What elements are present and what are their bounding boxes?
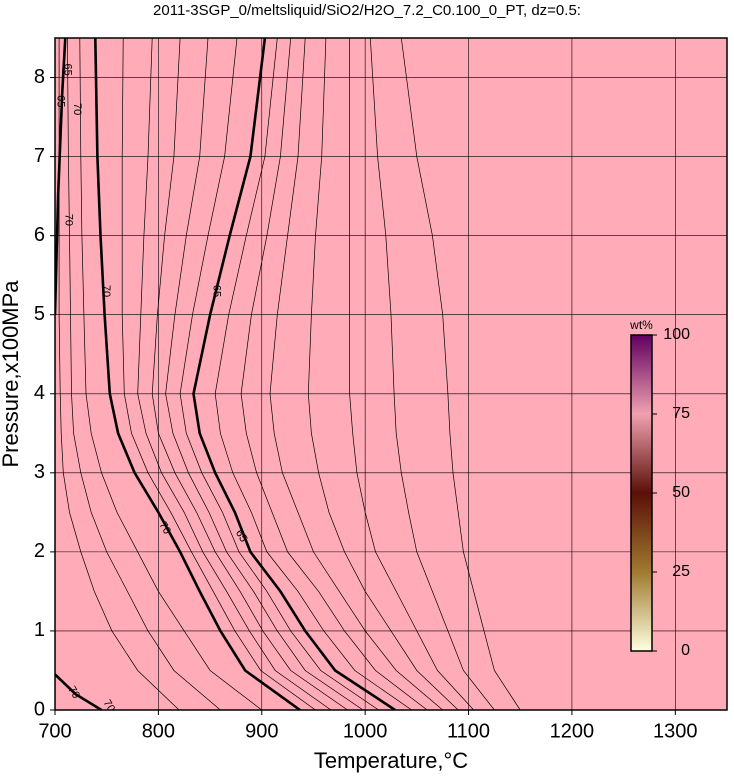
x-tick-label: 1000 xyxy=(343,720,388,742)
colorbar-tick-label: 25 xyxy=(672,563,690,580)
contour-line xyxy=(214,38,412,710)
colorbar-tick-label: 50 xyxy=(672,484,690,501)
contour-line xyxy=(58,38,180,710)
chart-title: 2011-3SGP_0/meltsliquid/SiO2/H2O_7.2_C0.… xyxy=(153,2,581,19)
y-tick-label: 3 xyxy=(34,461,45,483)
plot-area: 70 70 65 65 70 70 65 65 70 70 xyxy=(54,38,727,715)
contour-label: 65 xyxy=(54,95,66,107)
y-tick-label: 1 xyxy=(34,619,45,641)
contour-line xyxy=(369,38,495,710)
x-tick-label: 900 xyxy=(245,720,278,742)
contour-line xyxy=(137,38,332,710)
contour-line xyxy=(94,38,301,710)
x-tick-label: 800 xyxy=(142,720,175,742)
x-tick-label: 700 xyxy=(38,720,71,742)
y-tick-label: 7 xyxy=(34,145,45,167)
contour-label: 70 xyxy=(156,520,173,537)
contour-label: 65 xyxy=(210,285,222,297)
contour-line xyxy=(307,38,459,710)
contour-line xyxy=(67,38,221,710)
y-tick-label: 8 xyxy=(34,66,45,88)
contour-line xyxy=(55,673,103,710)
colorbar-label: wt% xyxy=(629,318,653,332)
contour-line xyxy=(79,38,263,710)
y-tick-label: 2 xyxy=(34,540,45,562)
x-tick-label: 1300 xyxy=(653,720,698,742)
contour-line xyxy=(121,38,316,710)
y-tick-label: 0 xyxy=(34,698,45,720)
contour-label: 65 xyxy=(61,63,73,75)
axes: 700 800 900 1000 1100 1200 1300 0 1 2 3 4 5 6 7 8 wt% 0 25… xyxy=(34,37,728,742)
contour-label: 70 xyxy=(63,214,75,226)
x-axis-label: Temperature,°C xyxy=(314,748,468,773)
contour-label: 70 xyxy=(71,103,83,115)
contour-line xyxy=(192,38,396,710)
contour-line xyxy=(240,38,428,710)
contour-line xyxy=(349,38,474,710)
contour-line xyxy=(269,38,443,710)
contour-line xyxy=(151,38,348,710)
x-tick-label: 1200 xyxy=(550,720,595,742)
plot-background xyxy=(55,38,727,710)
y-tick-label: 5 xyxy=(34,303,45,325)
y-tick-label: 6 xyxy=(34,224,45,246)
contour-label: 70 xyxy=(100,285,112,297)
contour-label: 70 xyxy=(101,698,118,715)
contour-label: 70 xyxy=(65,684,82,701)
colorbar xyxy=(630,334,653,652)
colorbar-tick-label: 75 xyxy=(672,405,690,422)
contour-label: 65 xyxy=(233,528,250,545)
y-axis-label: Pressure,x100MPa xyxy=(0,280,23,468)
colorbar-tick-label: 100 xyxy=(663,326,690,343)
y-tick-label: 4 xyxy=(34,382,45,404)
x-tick-label: 1100 xyxy=(447,720,490,742)
contour-line xyxy=(165,38,364,710)
contour-line xyxy=(179,38,379,710)
colorbar-tick-label: 0 xyxy=(681,642,690,659)
contour-line xyxy=(55,38,67,315)
contour-line xyxy=(400,38,521,710)
plot-frame xyxy=(54,37,728,711)
